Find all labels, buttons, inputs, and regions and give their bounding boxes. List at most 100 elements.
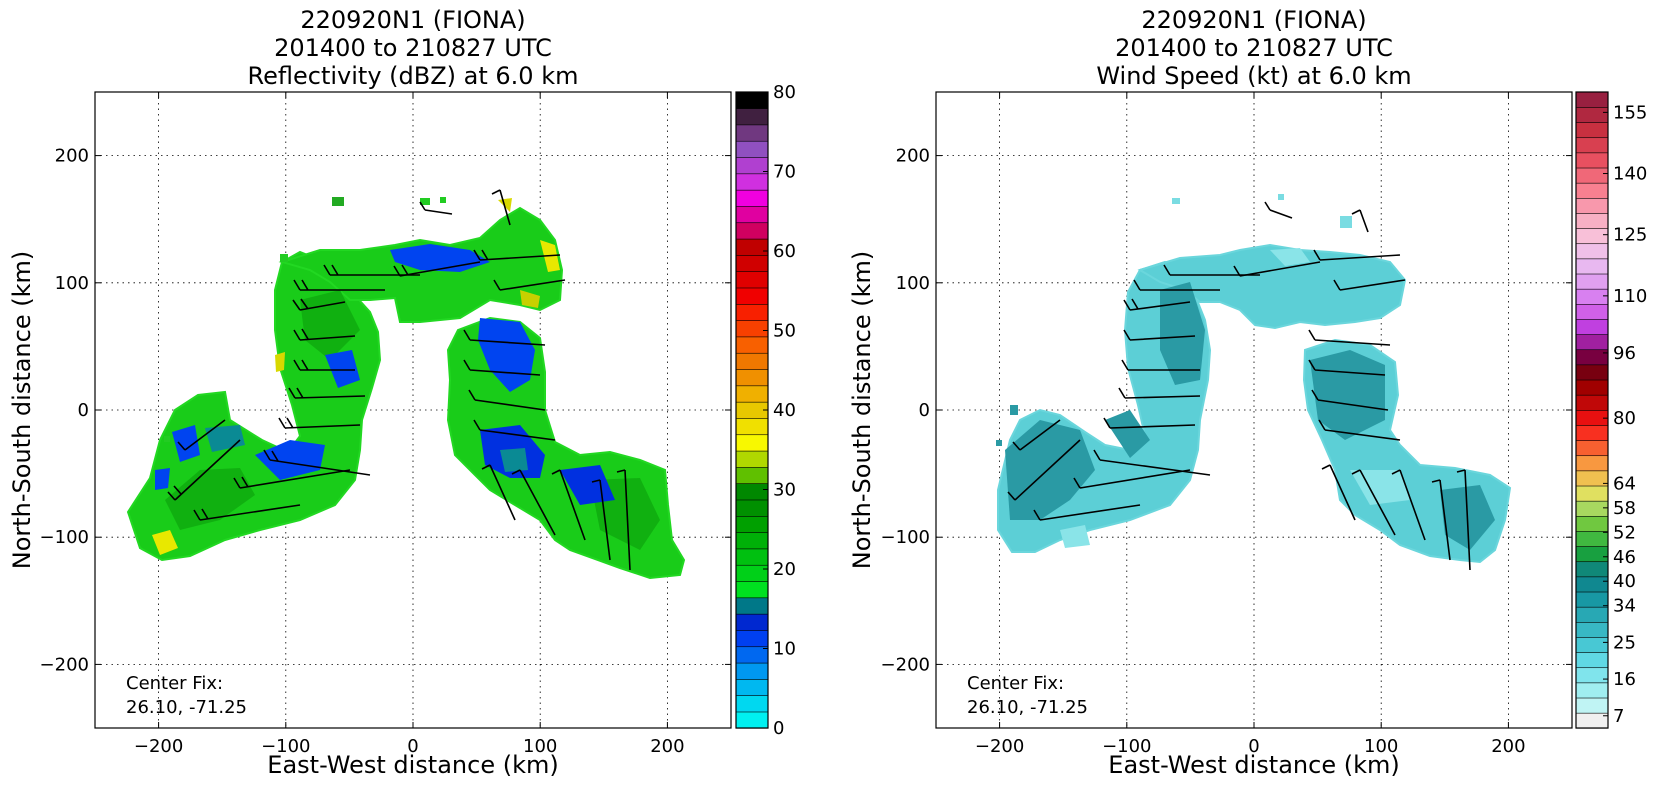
colorbar-segment: [1575, 621, 1609, 638]
colorbar-tick-label: 155: [1613, 102, 1647, 123]
colorbar-segment: [735, 450, 769, 468]
echo-blue-patch: [155, 468, 170, 490]
echo-speckle: [280, 254, 288, 262]
colorbar-segment: [1575, 530, 1609, 547]
colorbar-segment: [735, 466, 769, 484]
colorbar-segment: [1575, 258, 1609, 275]
echo-yellow-patch: [520, 290, 540, 308]
colorbar-segment: [1575, 591, 1609, 608]
colorbar-tick-label: 52: [1613, 522, 1636, 543]
colorbar-tick-label: 10: [773, 639, 796, 660]
colorbar-tick-label: 46: [1613, 547, 1636, 568]
colorbar-segment: [1575, 197, 1609, 214]
colorbar-segment: [735, 254, 769, 272]
colorbar-segment: [735, 140, 769, 158]
colorbar-segment: [735, 385, 769, 403]
panel-title-line-2: 201400 to 210827 UTC: [1115, 34, 1393, 62]
colorbar-segment: [735, 629, 769, 648]
colorbar-segment: [735, 91, 769, 109]
colorbar-segment: [1575, 333, 1609, 351]
center-fix-label: Center Fix:: [126, 673, 223, 694]
y-tick-label: 100: [55, 273, 89, 294]
x-tick-label: −100: [261, 736, 310, 757]
colorbar-tick-label: 20: [773, 559, 796, 580]
wind-speckle: [1278, 194, 1284, 200]
colorbar-segment: [735, 483, 769, 501]
y-axis-label: North-South distance (km): [8, 251, 36, 570]
reflectivity-field: [126, 197, 686, 580]
colorbar-segment: [1575, 91, 1609, 108]
x-tick-labels: −200 −100 0 100 200: [134, 736, 685, 757]
y-tick-label: −100: [881, 527, 930, 548]
panel-title-line-2: 201400 to 210827 UTC: [274, 34, 552, 62]
center-fix-label: Center Fix:: [967, 673, 1064, 694]
colorbar-segment: [735, 303, 769, 321]
center-fix-value: 26.10, -71.25: [126, 697, 247, 718]
colorbar-frame: [1575, 91, 1609, 729]
colorbar-segment: [735, 287, 769, 305]
x-tick-label: −200: [975, 736, 1024, 757]
colorbar-tick-label: 0: [773, 718, 784, 739]
colorbar-segment: [735, 336, 769, 354]
reflectivity-colorbar-ticks: 0 10 20 30 40 50 60 70 80: [763, 82, 796, 739]
colorbar-segment: [735, 548, 769, 566]
colorbar-segment: [735, 580, 769, 599]
colorbar-segment: [1575, 667, 1609, 684]
colorbar-segment: [1575, 424, 1609, 441]
colorbar-segment: [1575, 561, 1609, 578]
echo-speckle: [332, 197, 344, 206]
echo-speckle: [440, 197, 446, 203]
colorbar-segment: [1575, 515, 1609, 532]
colorbar-segment: [1575, 182, 1609, 199]
colorbar-segment: [735, 124, 769, 142]
x-tick-label: −200: [134, 736, 183, 757]
y-tick-label: −200: [881, 654, 930, 675]
colorbar-segment: [1575, 394, 1609, 411]
colorbar-segment: [1575, 303, 1609, 320]
colorbar-segment: [735, 189, 769, 207]
y-axis-label: North-South distance (km): [848, 251, 876, 570]
colorbar-segment: [735, 597, 769, 615]
wind-speed-field: [996, 194, 1512, 564]
colorbar-tick-label: 140: [1613, 164, 1647, 185]
colorbar-segment: [735, 320, 769, 338]
colorbar-segment: [1575, 318, 1609, 335]
wind-dark-teal-patch: [1105, 410, 1150, 458]
colorbar-segment: [1575, 273, 1609, 290]
colorbar-segment: [735, 368, 769, 387]
colorbar-segment: [735, 108, 769, 126]
colorbar-segment: [735, 564, 769, 582]
y-tick-label: 200: [896, 146, 930, 167]
x-tick-labels: −200 −100 0 100 200: [975, 736, 1526, 757]
colorbar-segment: [1575, 152, 1609, 169]
colorbar-segment: [735, 173, 769, 191]
y-tick-label: −200: [40, 654, 89, 675]
y-tick-labels: −200 −100 0 100 200: [40, 146, 89, 676]
echo-teal-patch: [500, 448, 528, 472]
colorbar-tick-label: 30: [773, 480, 796, 501]
colorbar-segment: [735, 662, 769, 680]
colorbar-tick-label: 58: [1613, 498, 1636, 519]
x-tick-label: 0: [1248, 736, 1259, 757]
colorbar-segment: [1575, 545, 1609, 563]
echo-yellow-patch: [152, 530, 178, 555]
colorbar-tick-label: 16: [1613, 669, 1636, 690]
colorbar-segment: [1575, 636, 1609, 653]
x-tick-label: 200: [1491, 736, 1525, 757]
colorbar-segment: [1575, 606, 1609, 623]
colorbar-segment: [1575, 576, 1609, 593]
colorbar-tick-label: 96: [1613, 343, 1636, 364]
center-fix-value: 26.10, -71.25: [967, 697, 1088, 718]
colorbar-segment: [1575, 227, 1609, 245]
wind-speed-panel: 220920N1 (FIONA) 201400 to 210827 UTC Wi…: [848, 6, 1647, 779]
colorbar-tick-label: 80: [1613, 408, 1636, 429]
wind-light-cyan-patch: [1270, 248, 1310, 266]
x-axis-label: East-West distance (km): [267, 751, 558, 779]
colorbar-segment: [1575, 212, 1609, 229]
wind-north-band: [1137, 243, 1407, 330]
wind-speckle: [1172, 198, 1180, 204]
wind-speckle: [996, 440, 1002, 446]
colorbar-segment: [735, 352, 769, 370]
echo-yellow-patch: [275, 352, 285, 372]
